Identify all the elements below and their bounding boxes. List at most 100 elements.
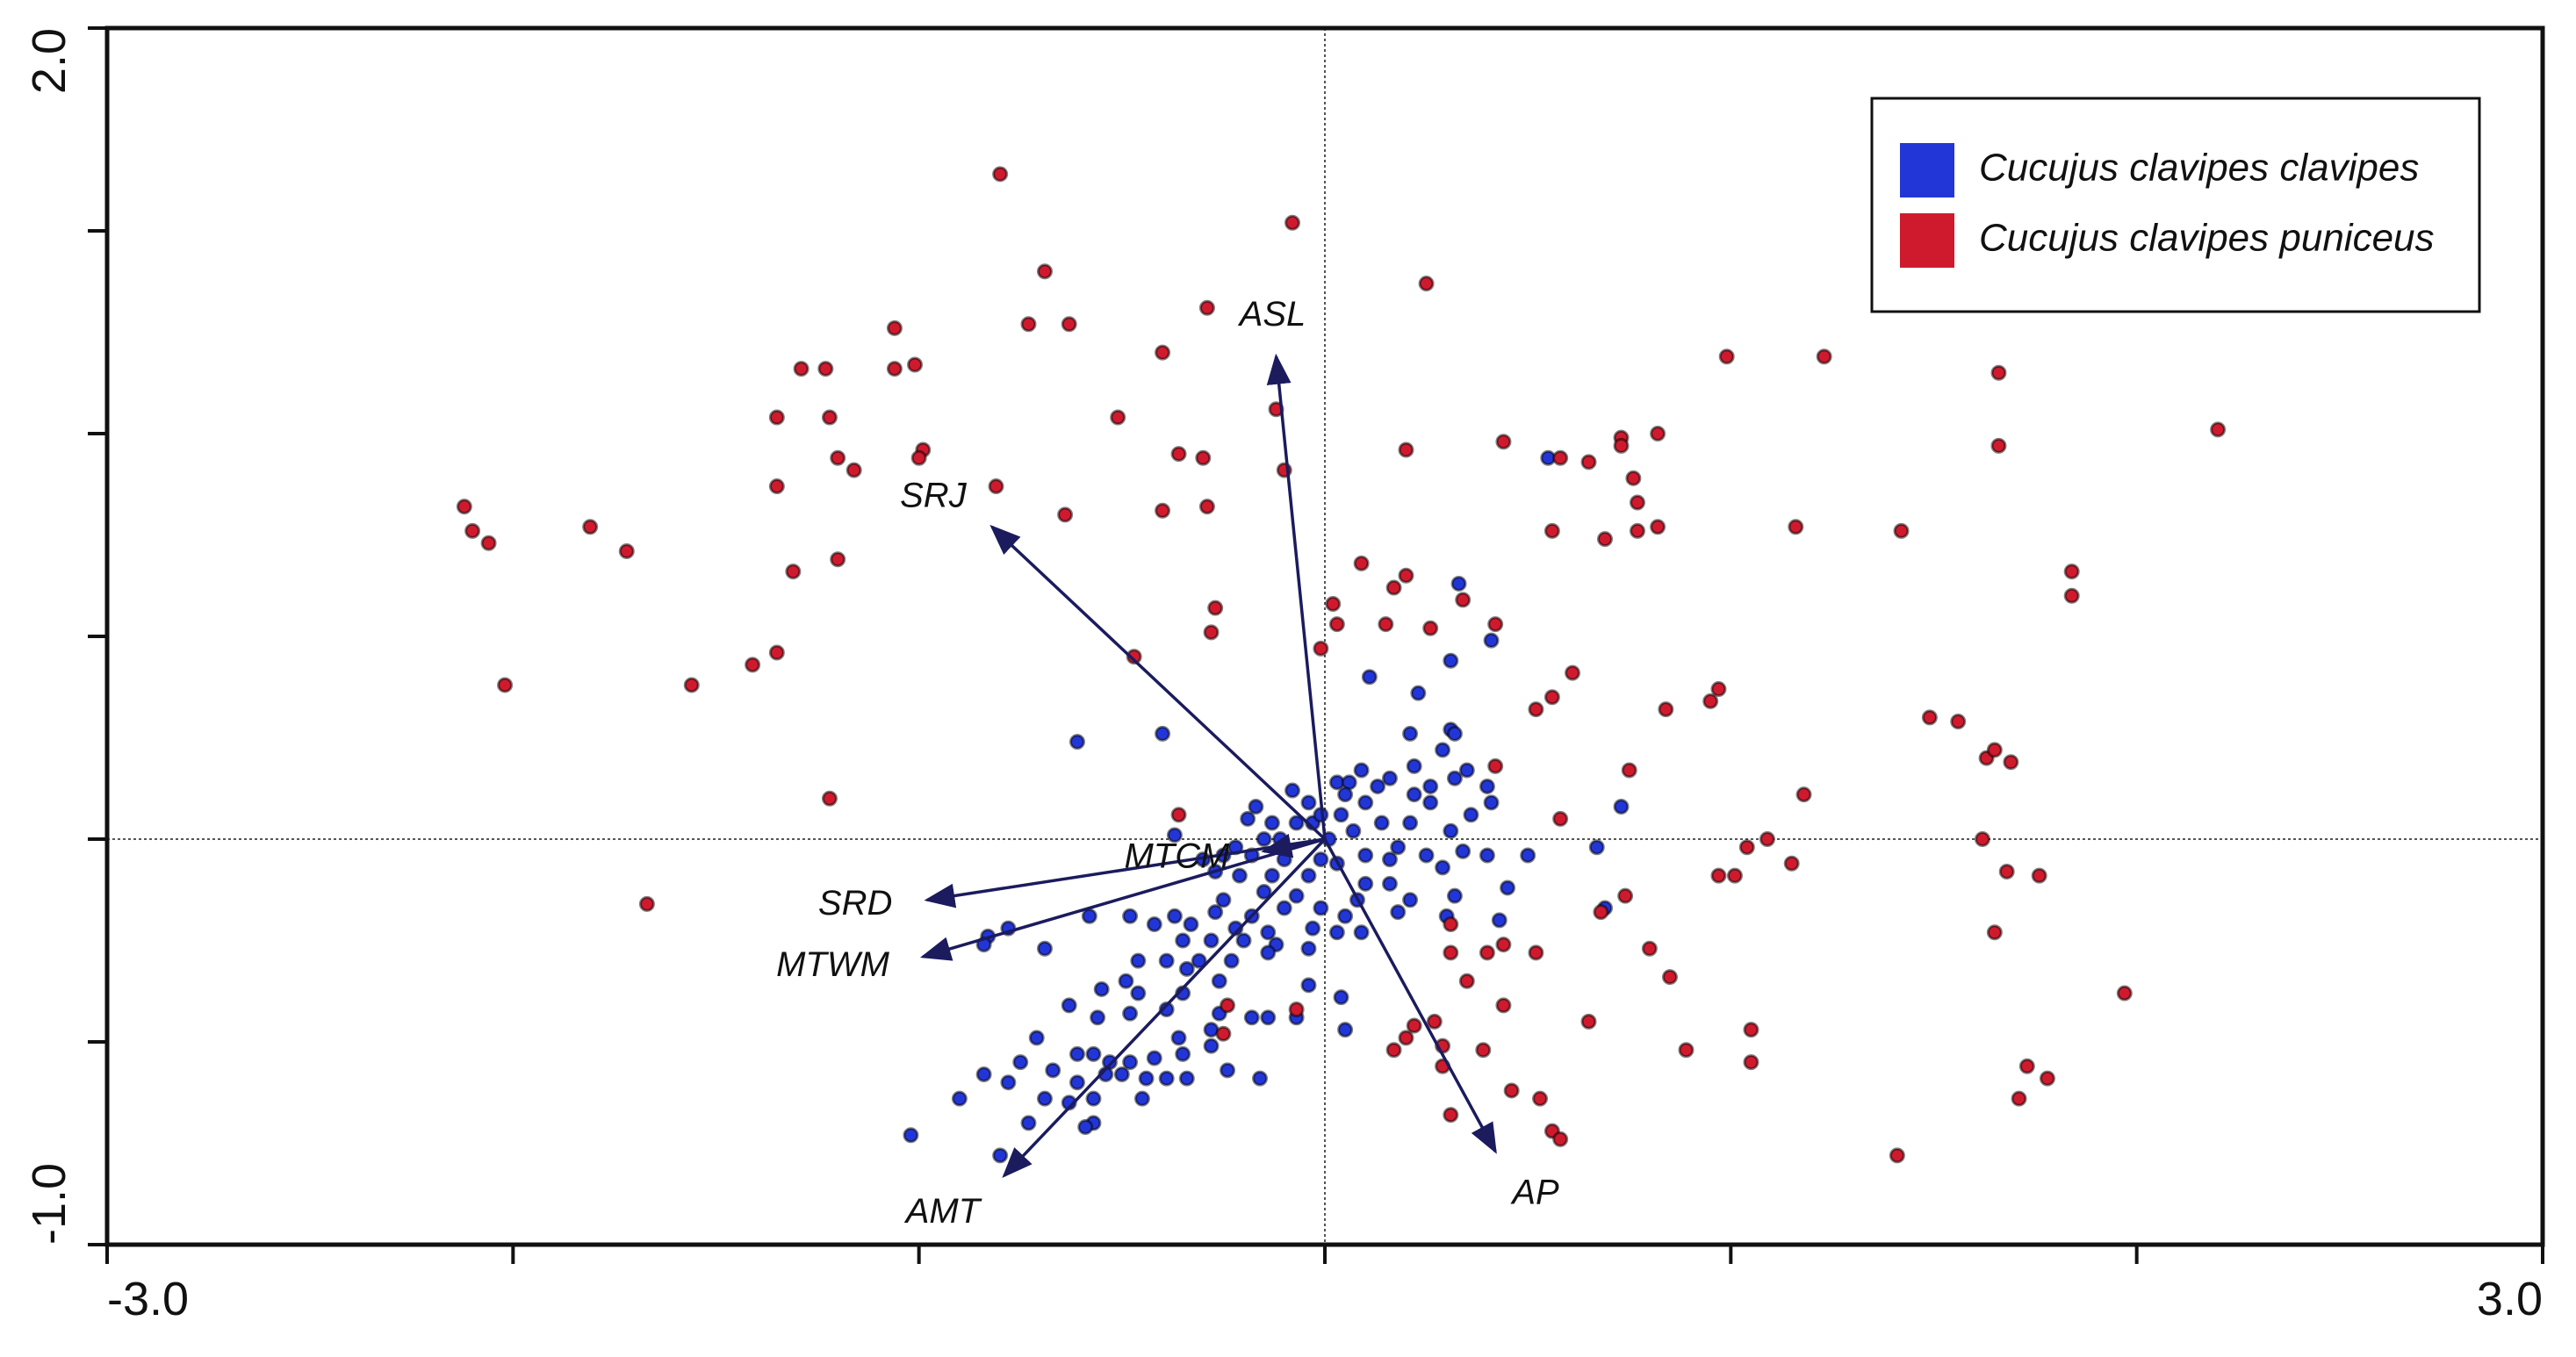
point [975, 1066, 992, 1082]
point [1588, 839, 1605, 856]
point [1337, 1022, 1354, 1038]
point [1410, 685, 1427, 701]
x-tick-label: 3.0 [2477, 1273, 2543, 1325]
point [2063, 564, 2080, 580]
point [1381, 851, 1398, 868]
point [988, 478, 1004, 495]
point [1045, 1062, 1061, 1079]
point [1625, 470, 1642, 486]
point [1328, 616, 1345, 633]
point [1398, 1030, 1414, 1046]
point [1921, 709, 1938, 726]
point [456, 499, 472, 515]
point [1020, 316, 1037, 333]
point [1381, 875, 1398, 892]
point [1288, 887, 1305, 904]
point [1207, 904, 1224, 921]
point [1057, 506, 1074, 523]
point [1126, 649, 1142, 665]
point [1166, 908, 1183, 924]
point [1155, 344, 1171, 361]
y-tick-label: -1.0 [23, 1163, 76, 1245]
point [845, 462, 862, 478]
point [768, 478, 785, 495]
point [1036, 263, 1053, 280]
point [1986, 742, 2003, 758]
point [1133, 1090, 1150, 1107]
point [1146, 916, 1162, 933]
point [1191, 952, 1207, 969]
point [1198, 299, 1215, 316]
point [1207, 600, 1224, 616]
point [1130, 985, 1147, 1002]
point [1422, 794, 1439, 811]
point [886, 361, 903, 377]
point [1328, 924, 1345, 941]
point [1090, 1009, 1106, 1026]
point [1300, 867, 1317, 884]
point [1426, 1013, 1443, 1030]
point [1069, 734, 1085, 750]
point [1950, 714, 1967, 730]
point [1243, 1009, 1260, 1026]
point [1240, 810, 1256, 827]
point [821, 409, 838, 426]
point [1325, 596, 1342, 613]
point [1658, 701, 1674, 718]
point [1990, 364, 2007, 381]
point [1061, 997, 1077, 1014]
point [1726, 867, 1743, 884]
vector-arrow [989, 524, 1327, 841]
point [1085, 1045, 1102, 1062]
point [1718, 348, 1735, 365]
point [1528, 944, 1544, 961]
point [1203, 932, 1220, 949]
vector-label: SRJ [900, 476, 968, 514]
point [1215, 1025, 1232, 1042]
point [1446, 770, 1463, 786]
point [2011, 1090, 2027, 1107]
point [1621, 762, 1637, 779]
point [1313, 640, 1329, 657]
point [830, 449, 846, 466]
point [1069, 1074, 1085, 1091]
point [907, 356, 924, 373]
point [1580, 1013, 1597, 1030]
point [1288, 815, 1305, 831]
point [1974, 831, 1990, 847]
point [1276, 900, 1292, 916]
point [1353, 762, 1370, 779]
point [1475, 1042, 1492, 1059]
point [1263, 815, 1280, 831]
point [1313, 851, 1329, 868]
point [1357, 875, 1374, 892]
point [1385, 579, 1402, 596]
point [1986, 924, 2003, 941]
point [1195, 449, 1212, 466]
point [1198, 499, 1215, 515]
vector-label: AP [1510, 1173, 1559, 1211]
point [1288, 1002, 1305, 1018]
point [1483, 794, 1500, 811]
point [1520, 847, 1536, 864]
point [1093, 980, 1110, 997]
point [886, 320, 903, 336]
point [1170, 446, 1187, 463]
point [1203, 1037, 1220, 1054]
point [1613, 799, 1630, 815]
point [1069, 1045, 1085, 1062]
point [1503, 1082, 1520, 1099]
point [1155, 725, 1171, 742]
point [2116, 985, 2133, 1002]
point [1661, 969, 1678, 986]
point [1458, 973, 1475, 989]
point [1783, 855, 1800, 872]
point [1641, 940, 1658, 957]
plot-frame [104, 25, 2545, 1247]
point [1370, 778, 1386, 794]
point [1020, 1115, 1037, 1131]
point [1402, 725, 1419, 742]
point [1256, 831, 1272, 847]
point [1215, 892, 1232, 908]
vector-arrow [1002, 837, 1327, 1178]
